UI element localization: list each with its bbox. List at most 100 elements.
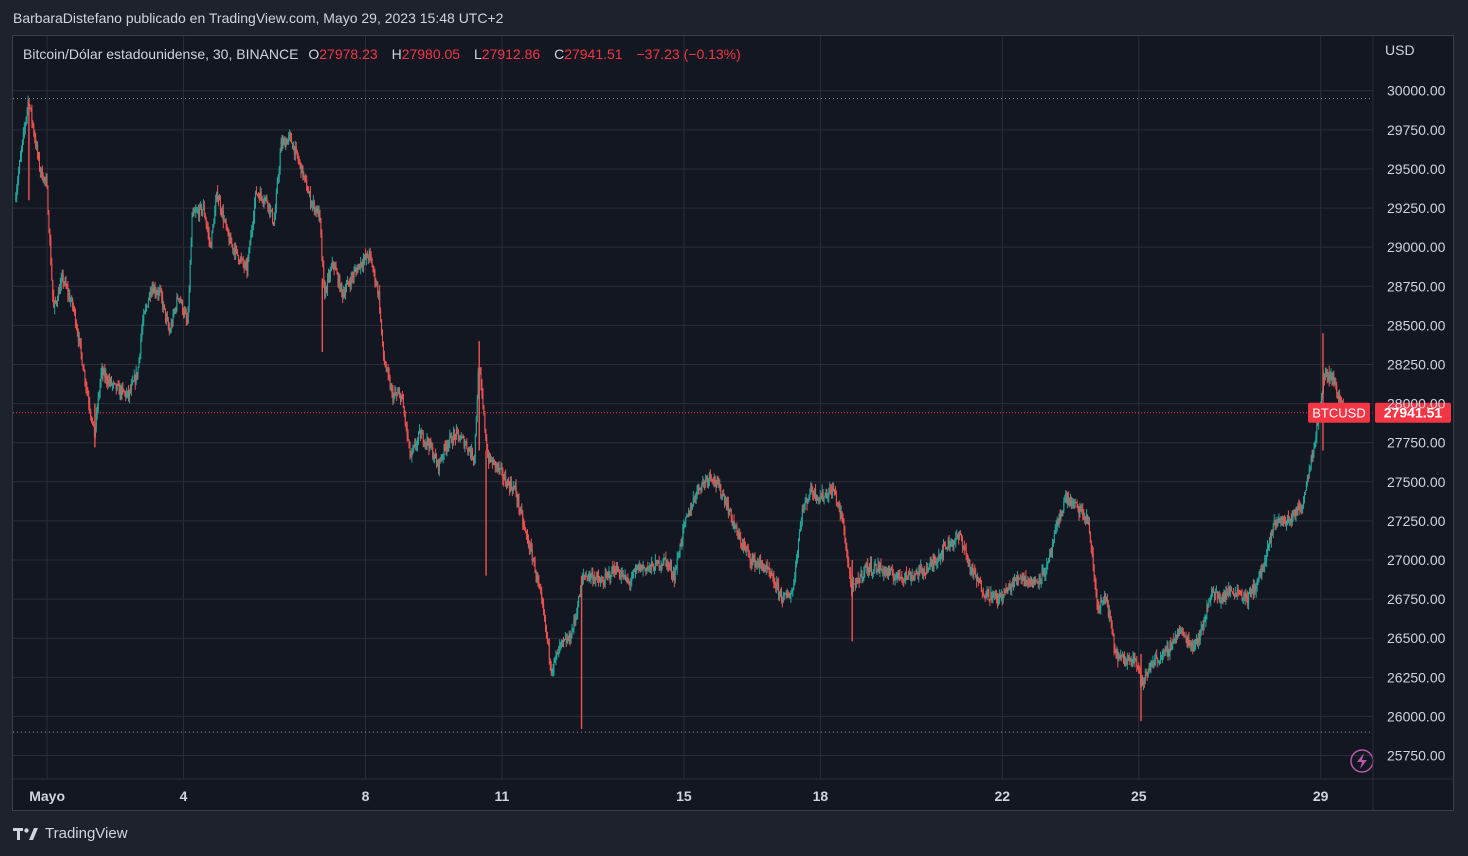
candle-body — [1212, 589, 1214, 593]
candle-body — [92, 421, 94, 423]
candle-body — [37, 145, 39, 155]
axes: 30000.00 29750.00 29500.00 29250.00 29000.00… — [13, 36, 1453, 810]
candle-body — [734, 526, 736, 528]
candle-body — [1197, 633, 1199, 643]
candle-body — [1070, 497, 1072, 506]
candle-body — [1338, 392, 1340, 402]
candle-body — [755, 562, 757, 567]
candle-body — [261, 196, 263, 201]
candle-body — [556, 652, 558, 656]
candle-body — [812, 491, 814, 494]
candle-body — [16, 189, 18, 199]
candle-body — [67, 287, 69, 296]
candle-body — [1332, 376, 1334, 380]
candle-body — [361, 261, 363, 266]
candle-body — [654, 560, 656, 571]
candle-body — [1306, 478, 1308, 483]
candle-body — [508, 483, 510, 490]
candle-body — [1185, 635, 1187, 642]
candlestick-chart[interactable]: BTCUSD 27941.51 30000.00 29750.00 29500.00 2… — [13, 36, 1453, 810]
candle-body — [650, 564, 652, 569]
candle-body — [489, 454, 491, 463]
candle-body — [600, 580, 602, 582]
lightning-icon[interactable] — [1350, 749, 1374, 773]
candle-body — [195, 211, 197, 213]
candle-body — [47, 187, 49, 215]
candle-body — [776, 582, 778, 590]
candle-body — [1088, 521, 1090, 533]
candle-body — [161, 290, 163, 298]
candle-body — [228, 235, 230, 244]
candle-body — [1245, 594, 1247, 599]
candle-body — [350, 275, 352, 286]
candle-body — [1012, 584, 1014, 587]
candle-body — [187, 306, 189, 324]
candle-body — [127, 390, 129, 394]
candle-body — [305, 176, 307, 180]
candle-body — [258, 195, 260, 201]
candle-body — [363, 255, 365, 260]
footer-brand[interactable]: TradingView — [13, 825, 128, 842]
candle-body — [488, 456, 490, 463]
candle-body — [43, 177, 45, 182]
candle-body — [705, 478, 707, 485]
candle-body — [900, 576, 902, 579]
candle-body — [911, 575, 913, 577]
candle-body — [1149, 667, 1151, 670]
candle-body — [713, 477, 715, 482]
candle-body — [45, 179, 47, 181]
candle-body — [1029, 581, 1031, 583]
candle-body — [1289, 518, 1291, 521]
candle-body — [311, 203, 313, 205]
candle-body — [1257, 579, 1259, 581]
candle-body — [805, 500, 807, 502]
candle-body — [733, 521, 735, 528]
candle-body — [291, 143, 293, 150]
candle-body — [496, 463, 498, 468]
candle-body — [565, 638, 567, 644]
candle-body — [1215, 591, 1217, 593]
candle-body — [348, 283, 350, 285]
candle-body — [377, 284, 379, 295]
candle-body — [1206, 604, 1208, 617]
symbol-tag-label: BTCUSD — [1312, 406, 1365, 421]
candle-body — [1195, 641, 1197, 647]
candle-body — [997, 599, 999, 603]
candle-body — [495, 463, 497, 468]
candle-body — [770, 573, 772, 576]
candle-body — [979, 580, 981, 584]
candle-body — [1016, 576, 1018, 582]
candle-body — [203, 205, 205, 215]
candle-body — [33, 125, 35, 134]
candle-body — [1122, 655, 1124, 657]
candle-body — [454, 432, 456, 435]
candle-body — [1034, 581, 1036, 584]
candle-body — [1085, 516, 1087, 520]
candle-body — [948, 539, 950, 547]
candle-body — [1086, 514, 1088, 520]
candle-body — [345, 289, 347, 296]
chart-panel[interactable]: BTCUSD 27941.51 30000.00 29750.00 29500.00 2… — [12, 35, 1454, 811]
candle-body — [986, 589, 988, 597]
candle-body — [888, 569, 890, 576]
candle-body — [603, 583, 605, 585]
candle-body — [1082, 509, 1084, 516]
candle-body — [1084, 516, 1086, 520]
candle-body — [400, 394, 402, 402]
candle-body — [1256, 580, 1258, 585]
candle-body — [819, 496, 821, 500]
candle-body — [591, 573, 593, 576]
candle-body — [1109, 611, 1111, 618]
candle-body — [520, 508, 522, 512]
candle-body — [827, 497, 829, 499]
candle-body — [1175, 635, 1177, 643]
candle-body — [1248, 591, 1250, 605]
candle-body — [484, 413, 486, 430]
candle-body — [251, 230, 253, 235]
candle-body — [1253, 584, 1255, 594]
price-tick-label: 26000.00 — [1387, 708, 1446, 724]
candle-body — [346, 281, 348, 285]
candle-body — [225, 221, 227, 228]
candle-body — [907, 572, 909, 579]
candle-body — [613, 566, 615, 572]
